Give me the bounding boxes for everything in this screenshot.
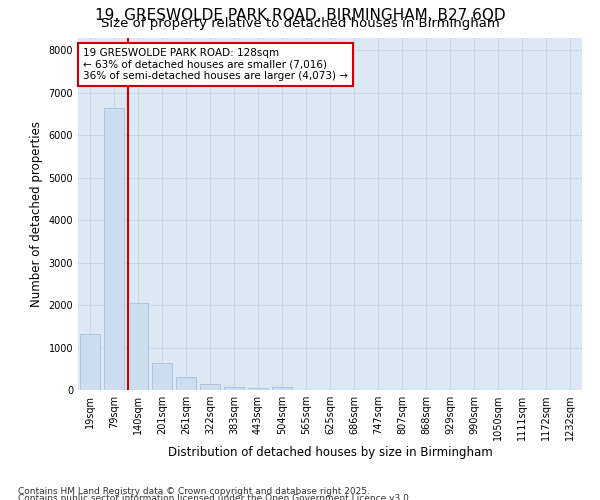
Y-axis label: Number of detached properties: Number of detached properties [30, 120, 43, 306]
X-axis label: Distribution of detached houses by size in Birmingham: Distribution of detached houses by size … [167, 446, 493, 459]
Text: Size of property relative to detached houses in Birmingham: Size of property relative to detached ho… [101, 18, 499, 30]
Bar [176, 377, 196, 390]
Bar [272, 388, 292, 390]
Bar [200, 384, 220, 390]
Bar [248, 388, 268, 390]
Text: Contains public sector information licensed under the Open Government Licence v3: Contains public sector information licen… [18, 494, 412, 500]
Bar [80, 334, 100, 390]
Text: 19 GRESWOLDE PARK ROAD: 128sqm
← 63% of detached houses are smaller (7,016)
36% : 19 GRESWOLDE PARK ROAD: 128sqm ← 63% of … [83, 48, 348, 82]
Bar [152, 363, 172, 390]
Bar [224, 387, 244, 390]
Text: 19, GRESWOLDE PARK ROAD, BIRMINGHAM, B27 6QD: 19, GRESWOLDE PARK ROAD, BIRMINGHAM, B27… [95, 8, 505, 22]
Bar [104, 108, 124, 390]
Text: Contains HM Land Registry data © Crown copyright and database right 2025.: Contains HM Land Registry data © Crown c… [18, 488, 370, 496]
Bar [128, 302, 148, 390]
